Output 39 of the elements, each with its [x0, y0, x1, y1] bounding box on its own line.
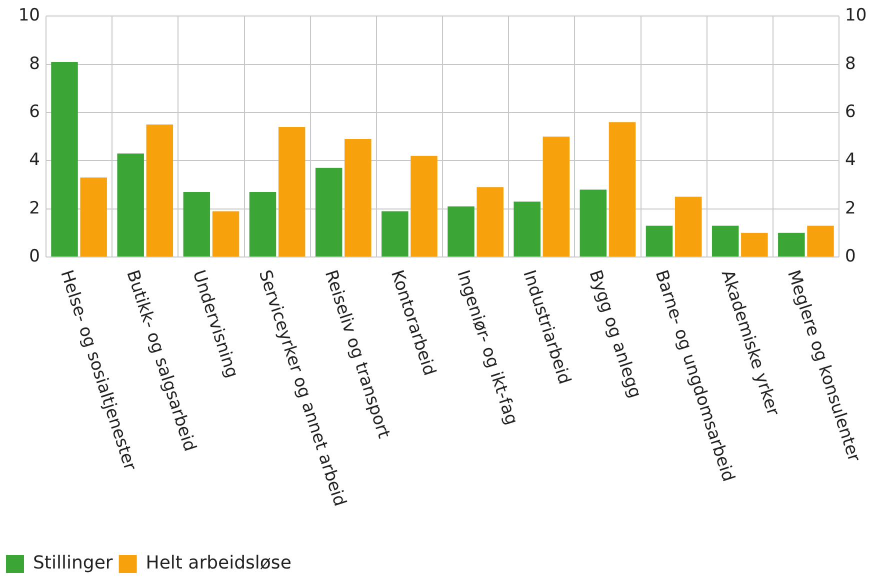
legend-label: Helt arbeidsløse — [146, 552, 292, 574]
bar — [778, 232, 805, 256]
bar — [807, 226, 834, 256]
legend-label: Stillinger — [33, 552, 114, 574]
bar — [212, 211, 240, 256]
y2-tick-label: 4 — [845, 150, 856, 170]
bar — [674, 196, 702, 256]
y-tick-label: 10 — [18, 6, 40, 26]
y2-tick-label: 8 — [845, 54, 856, 74]
bar — [580, 190, 607, 256]
bar — [51, 62, 78, 256]
y-tick-label: 2 — [29, 198, 40, 218]
bar — [80, 178, 107, 256]
y-tick-label: 0 — [29, 246, 40, 266]
bar — [146, 124, 174, 256]
bar — [382, 211, 408, 256]
x-tick-label: Bygg og anlegg — [584, 268, 645, 401]
bar — [410, 156, 438, 256]
bar — [712, 226, 739, 256]
y2-tick-label: 0 — [845, 246, 856, 266]
y-tick-label: 4 — [29, 150, 40, 170]
y2-tick-label: 10 — [845, 6, 867, 26]
bar — [344, 139, 372, 256]
bar — [646, 226, 673, 256]
y2-tick-label: 2 — [845, 198, 856, 218]
y-tick-label: 8 — [29, 54, 40, 74]
bar — [117, 153, 144, 256]
bar — [608, 122, 636, 256]
y-tick-label: 6 — [29, 102, 40, 122]
bar — [476, 187, 504, 256]
bar — [249, 192, 276, 256]
bar — [315, 168, 342, 256]
bar — [514, 202, 540, 256]
bar — [278, 126, 306, 256]
bar — [448, 206, 474, 256]
bar — [741, 232, 768, 256]
bar — [183, 192, 210, 256]
y2-tick-label: 6 — [845, 102, 856, 122]
bar — [542, 136, 570, 256]
